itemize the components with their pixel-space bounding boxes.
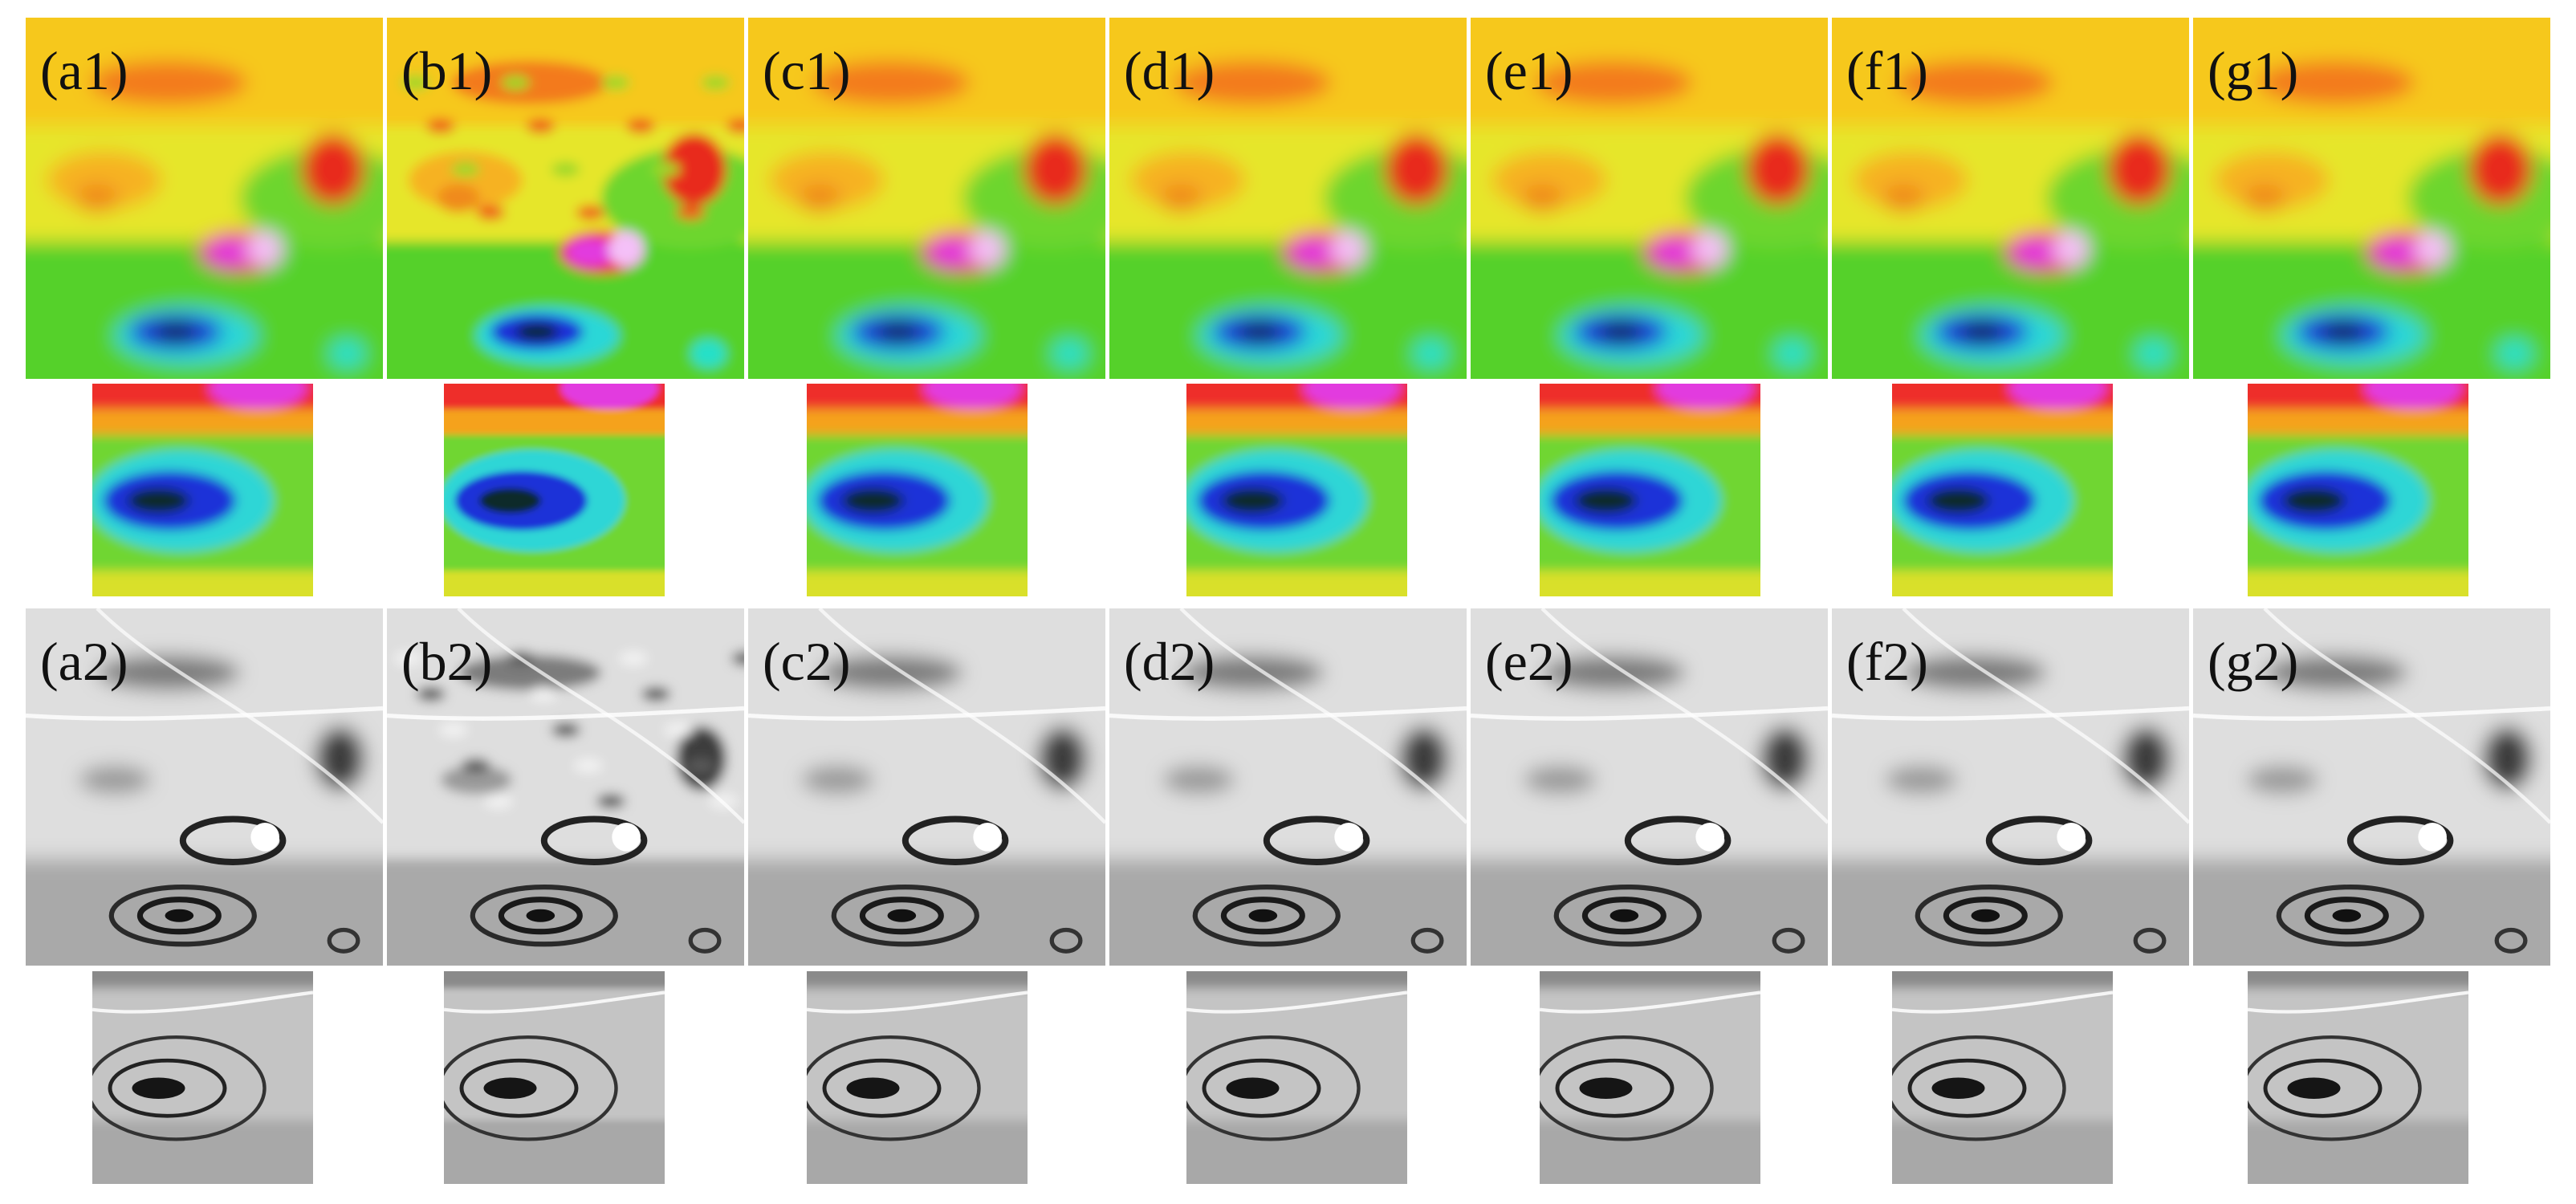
panel-c2 [748, 608, 1105, 966]
zoom-inset-f2 [1892, 971, 2113, 1184]
map-image [1832, 608, 2189, 966]
panel-label-e1: (e1) [1485, 40, 1573, 101]
zoom-image [1186, 971, 1407, 1184]
zoom-image [1540, 971, 1760, 1184]
panel-g1 [2193, 18, 2550, 379]
map-image [387, 608, 744, 966]
zoom-inset-b2 [444, 971, 665, 1184]
map-image [1471, 608, 1828, 966]
map-image [1109, 608, 1467, 966]
panel-a1 [26, 18, 383, 379]
panel-e1 [1471, 18, 1828, 379]
map-image [1109, 18, 1467, 379]
zoom-inset-c1 [807, 384, 1028, 596]
zoom-image [1186, 384, 1407, 596]
panel-label-e2: (e2) [1485, 631, 1573, 692]
map-image [26, 608, 383, 966]
panel-label-g2: (g2) [2208, 631, 2299, 692]
zoom-inset-g1 [2248, 384, 2468, 596]
panel-f2 [1832, 608, 2189, 966]
panel-b1 [387, 18, 744, 379]
panel-label-f2: (f2) [1846, 631, 1928, 692]
map-image [1832, 18, 2189, 379]
map-image [748, 608, 1105, 966]
panel-d2 [1109, 608, 1467, 966]
zoom-image [2248, 384, 2468, 596]
zoom-inset-c2 [807, 971, 1028, 1184]
zoom-image [807, 384, 1028, 596]
panel-f1 [1832, 18, 2189, 379]
panel-label-c1: (c1) [763, 40, 851, 101]
panel-e2 [1471, 608, 1828, 966]
zoom-inset-d1 [1186, 384, 1407, 596]
panel-label-a2: (a2) [40, 631, 128, 692]
panel-label-d2: (d2) [1124, 631, 1215, 692]
zoom-image [807, 971, 1028, 1184]
zoom-inset-e1 [1540, 384, 1760, 596]
zoom-image [1892, 384, 2113, 596]
panel-label-d1: (d1) [1124, 40, 1215, 101]
panel-label-c2: (c2) [763, 631, 851, 692]
panel-d1 [1109, 18, 1467, 379]
zoom-inset-g2 [2248, 971, 2468, 1184]
map-image [2193, 608, 2550, 966]
zoom-inset-b1 [444, 384, 665, 596]
zoom-inset-d2 [1186, 971, 1407, 1184]
map-image [748, 18, 1105, 379]
zoom-image [1540, 384, 1760, 596]
zoom-inset-a2 [92, 971, 313, 1184]
zoom-inset-f1 [1892, 384, 2113, 596]
panel-label-g1: (g1) [2208, 40, 2299, 101]
panel-label-b2: (b2) [401, 631, 493, 692]
zoom-inset-a1 [92, 384, 313, 596]
zoom-image [1892, 971, 2113, 1184]
map-image [1471, 18, 1828, 379]
map-image [26, 18, 383, 379]
panel-b2 [387, 608, 744, 966]
zoom-image [92, 971, 313, 1184]
map-image [2193, 18, 2550, 379]
zoom-image [2248, 971, 2468, 1184]
panel-c1 [748, 18, 1105, 379]
panel-label-b1: (b1) [401, 40, 493, 101]
panel-label-f1: (f1) [1846, 40, 1928, 101]
zoom-image [444, 971, 665, 1184]
panel-a2 [26, 608, 383, 966]
zoom-inset-e2 [1540, 971, 1760, 1184]
map-image [387, 18, 744, 379]
panel-g2 [2193, 608, 2550, 966]
zoom-image [92, 384, 313, 596]
panel-label-a1: (a1) [40, 40, 128, 101]
zoom-image [444, 384, 665, 596]
